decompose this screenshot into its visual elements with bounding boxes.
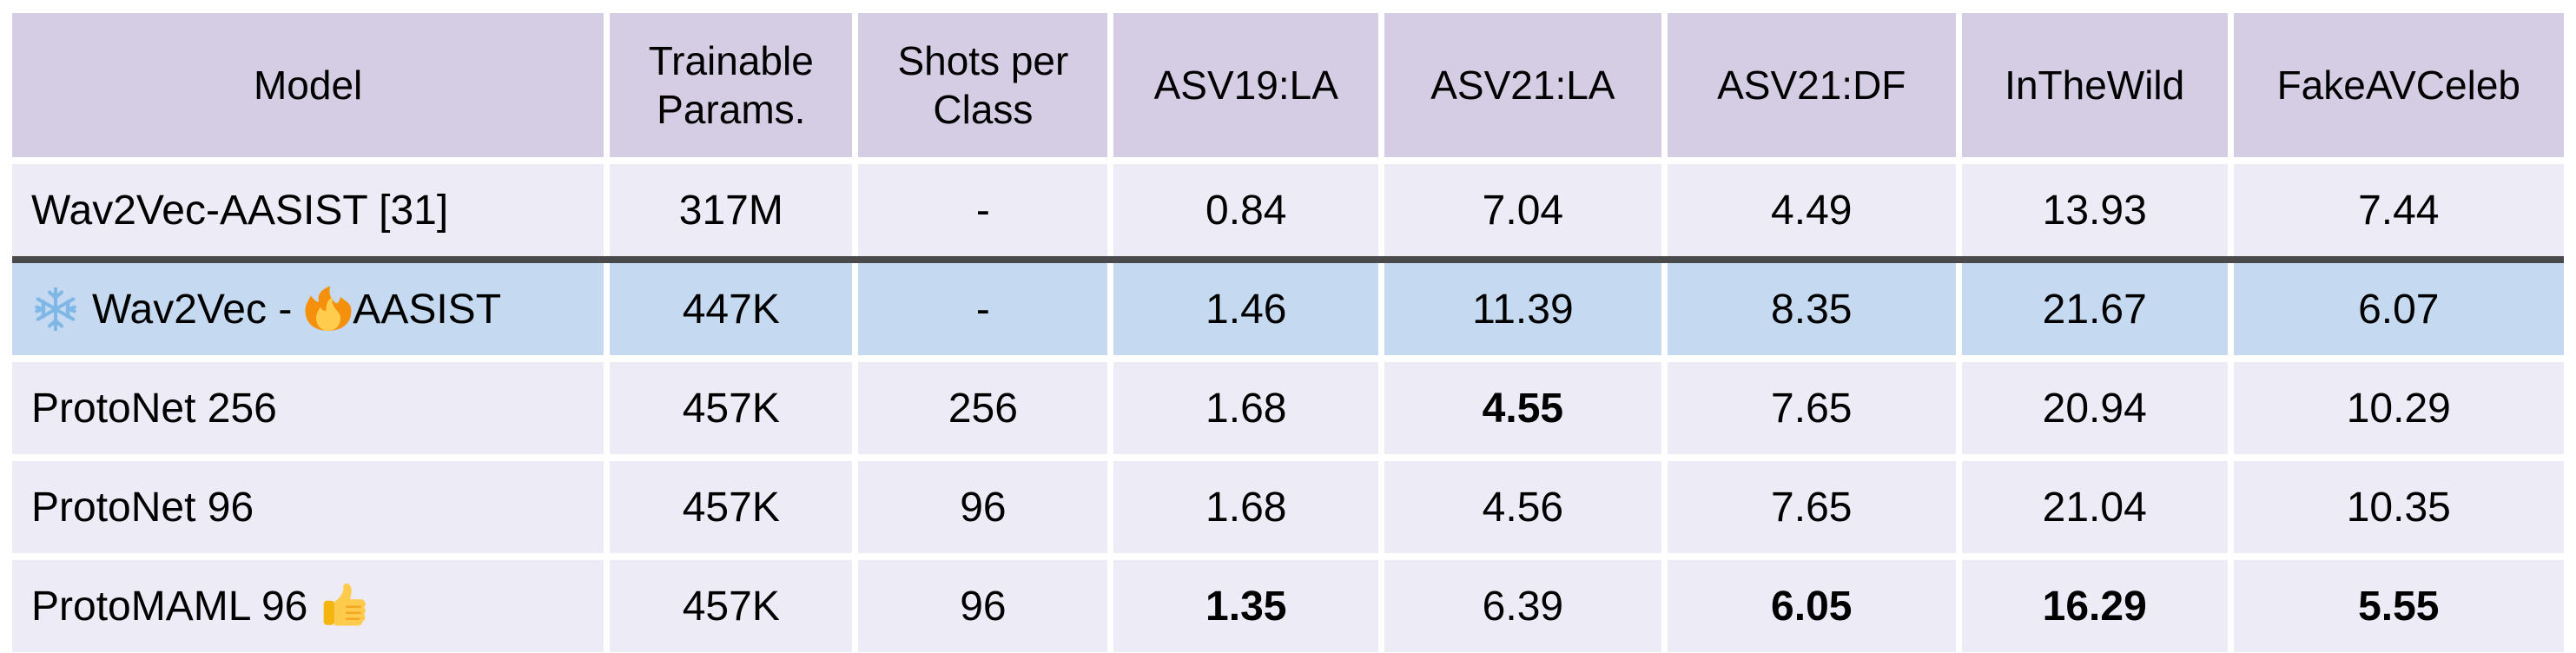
model-cell: ProtoMAML 96 <box>12 560 604 652</box>
snowflake-icon <box>31 285 80 333</box>
asv21la-cell: 4.56 <box>1384 461 1661 553</box>
asv19la-cell: 1.68 <box>1113 362 1379 454</box>
asv19la-cell: 0.84 <box>1113 164 1379 256</box>
column-header-shots-per-class: Shots per Class <box>858 13 1108 157</box>
asv21la-cell: 11.39 <box>1384 263 1661 355</box>
inthewild-cell-best: 16.29 <box>1961 560 2228 652</box>
shots-cell: - <box>858 164 1108 256</box>
column-header-trainable-params: Trainable Params. <box>610 13 853 157</box>
table-row-protonet-96: ProtoNet 96 457K 96 1.68 4.56 7.65 21.04… <box>12 461 2564 553</box>
column-header-inthewild: InTheWild <box>1961 13 2228 157</box>
fakeavceleb-cell: 6.07 <box>2233 263 2564 355</box>
inthewild-cell: 20.94 <box>1961 362 2228 454</box>
asv21df-cell: 7.65 <box>1667 362 1956 454</box>
asv21df-cell: 4.49 <box>1667 164 1956 256</box>
column-header-asv19-la: ASV19:LA <box>1113 13 1379 157</box>
asv21la-cell: 6.39 <box>1384 560 1661 652</box>
fire-icon <box>304 285 353 333</box>
shots-cell: 256 <box>858 362 1108 454</box>
column-header-asv21-df: ASV21:DF <box>1667 13 1956 157</box>
fakeavceleb-cell: 10.35 <box>2233 461 2564 553</box>
params-cell: 457K <box>610 362 853 454</box>
inthewild-cell: 13.93 <box>1961 164 2228 256</box>
inthewild-cell: 21.04 <box>1961 461 2228 553</box>
asv21la-cell-best: 4.55 <box>1384 362 1661 454</box>
fakeavceleb-cell-best: 5.55 <box>2233 560 2564 652</box>
column-header-model: Model <box>12 13 604 157</box>
header-row: Model Trainable Params. Shots per Class … <box>12 13 2564 157</box>
fakeavceleb-cell: 7.44 <box>2233 164 2564 256</box>
table-row-protomaml-96: ProtoMAML 96 457K 96 1.35 6.39 6.05 16.2… <box>12 560 2564 652</box>
results-table: Model Trainable Params. Shots per Class … <box>12 13 2564 652</box>
asv21la-cell: 7.04 <box>1384 164 1661 256</box>
row-divider <box>12 256 2564 263</box>
shots-cell: 96 <box>858 560 1108 652</box>
params-cell: 457K <box>610 461 853 553</box>
column-header-fakeavceleb: FakeAVCeleb <box>2233 13 2564 157</box>
params-cell: 457K <box>610 560 853 652</box>
model-cell: Wav2Vec-AASIST [31] <box>12 164 604 256</box>
asv21df-cell-best: 6.05 <box>1667 560 1956 652</box>
shots-cell: - <box>858 263 1108 355</box>
model-cell: ProtoNet 96 <box>12 461 604 553</box>
thumbs-up-icon <box>320 582 368 630</box>
asv21df-cell: 7.65 <box>1667 461 1956 553</box>
asv19la-cell: 1.68 <box>1113 461 1379 553</box>
model-name-part: Wav2Vec - <box>92 286 293 333</box>
fakeavceleb-cell: 10.29 <box>2233 362 2564 454</box>
model-cell: ProtoNet 256 <box>12 362 604 454</box>
params-cell: 317M <box>610 164 853 256</box>
asv19la-cell: 1.46 <box>1113 263 1379 355</box>
table-row-wav2vec-aasist: Wav2Vec-AASIST [31] 317M - 0.84 7.04 4.4… <box>12 164 2564 256</box>
model-cell: Wav2Vec - AASIST <box>12 263 604 355</box>
asv21df-cell: 8.35 <box>1667 263 1956 355</box>
table-row-protonet-256: ProtoNet 256 457K 256 1.68 4.55 7.65 20.… <box>12 362 2564 454</box>
column-header-asv21-la: ASV21:LA <box>1384 13 1661 157</box>
table-row-frozen-wav2vec-aasist: Wav2Vec - AASIST 447K - 1.46 11.39 8.35 … <box>12 263 2564 355</box>
shots-cell: 96 <box>858 461 1108 553</box>
inthewild-cell: 21.67 <box>1961 263 2228 355</box>
asv19la-cell-best: 1.35 <box>1113 560 1379 652</box>
model-name-part: ProtoMAML 96 <box>31 583 308 630</box>
model-name-part: AASIST <box>353 286 502 333</box>
params-cell: 447K <box>610 263 853 355</box>
